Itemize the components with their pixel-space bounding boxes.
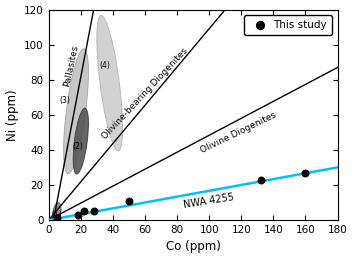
Ellipse shape xyxy=(64,49,89,174)
Point xyxy=(75,213,80,217)
X-axis label: Co (ppm): Co (ppm) xyxy=(166,240,221,254)
Ellipse shape xyxy=(97,16,122,151)
Text: Olivine-bearing Diogenites: Olivine-bearing Diogenites xyxy=(100,46,190,141)
Text: (3): (3) xyxy=(59,96,70,105)
Ellipse shape xyxy=(53,203,61,224)
Text: (1): (1) xyxy=(52,210,62,219)
Point xyxy=(126,199,132,203)
Point xyxy=(258,178,263,182)
Legend: This study: This study xyxy=(244,15,333,35)
Point xyxy=(81,209,87,213)
Text: NWA 4255: NWA 4255 xyxy=(183,192,235,210)
Point xyxy=(303,171,308,175)
Text: Olivine Diogenites: Olivine Diogenites xyxy=(199,110,277,155)
Point xyxy=(54,216,60,220)
Y-axis label: Ni (ppm): Ni (ppm) xyxy=(6,89,19,141)
Text: (4): (4) xyxy=(100,61,110,70)
Ellipse shape xyxy=(73,108,89,174)
Text: (2): (2) xyxy=(72,142,83,151)
Text: Pallasites: Pallasites xyxy=(62,44,80,87)
Point xyxy=(91,209,96,213)
